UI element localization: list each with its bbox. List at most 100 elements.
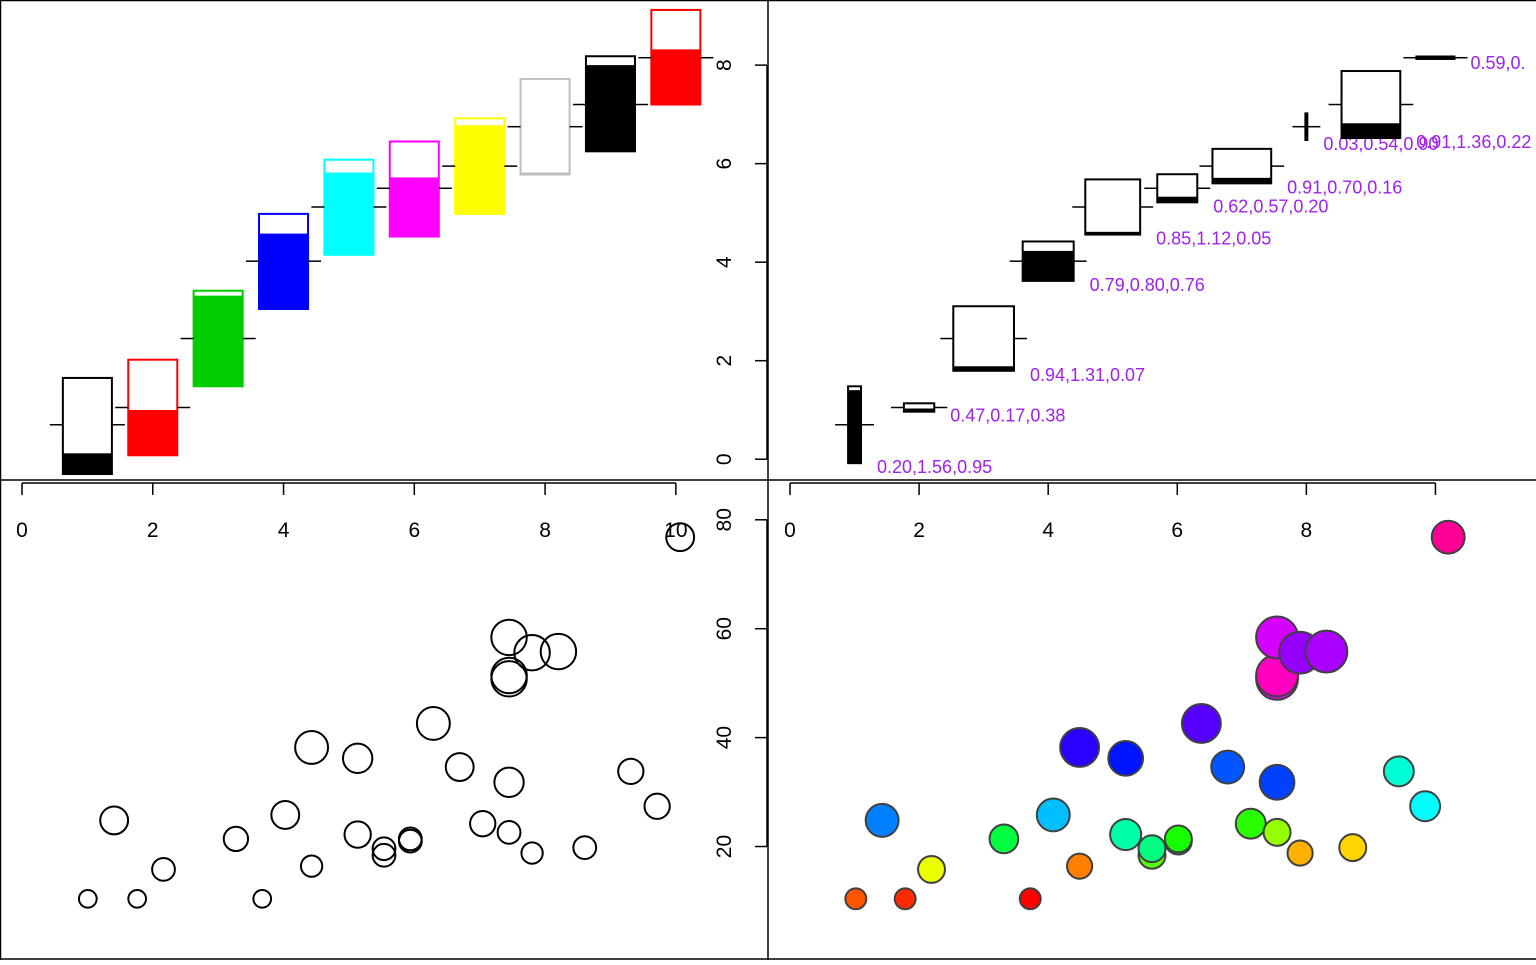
scatter-point [520,841,544,865]
thermometer-fill [1341,123,1401,139]
scatter-point [1107,739,1145,777]
x-tick-label: 4 [1042,519,1054,542]
scatter-point [617,757,645,786]
scatter-point [1409,790,1442,823]
scatter-point [270,800,301,830]
scatter-point [893,887,917,911]
y-tick-label: 4 [713,256,736,268]
scatter-point [99,805,130,836]
scatter-point [917,854,946,884]
scatter-point [1338,833,1368,863]
panel-bottom-left [77,522,696,909]
thermometer-fill [1022,250,1074,281]
scatter-point [1258,763,1296,801]
y-tick-label: 2 [713,355,736,367]
thermometer-fill [128,409,178,456]
thermometer-fill [455,125,505,214]
scatter-point [1180,703,1222,744]
x-tick-label: 2 [147,519,159,542]
x-tick-label: 6 [408,519,420,542]
scatter-point [1018,887,1042,911]
data-label: 0.62,0.57,0.20 [1213,196,1328,216]
y-tick-label: 8 [713,59,736,71]
scatter-point [539,632,578,671]
x-tick-label: 0 [16,519,28,542]
thermometer-fill [62,453,112,474]
panel-top-right: 0.20,1.56,0.95 0.47,0.17,0.38 0.94,1.31,0.… [784,53,1531,542]
data-label: 0.20,1.56,0.95 [877,457,992,477]
data-label: 0.79,0.80,0.76 [1090,275,1205,295]
scatter-point [222,825,250,853]
scatter-point [1262,817,1292,847]
thermometer-fill [1157,196,1198,203]
scatter-point [415,706,451,741]
scatter-point [469,810,497,838]
scatter-point [665,522,696,553]
scatter-point [1137,834,1167,864]
thermometer-fill [1416,56,1455,59]
scatter-point [252,888,273,909]
thermometer-fill [1212,177,1272,184]
scatter-point [844,887,868,911]
data-label: 0.59,0. [1470,53,1525,73]
thermometer-fill [193,295,243,387]
x-tick-label: 2 [913,519,925,542]
data-label: 0.85,1.12,0.05 [1156,229,1271,249]
thermometer-fill [585,65,635,152]
scatter-point [643,792,671,820]
thermometer-fill [903,408,935,412]
scatter-point [496,819,522,845]
thermometer-fill [651,49,701,105]
thermometer-fill [1085,231,1141,235]
scatter-point [1382,755,1415,788]
data-label: 0.47,0.17,0.38 [950,406,1065,426]
thermometer-outline [61,376,113,475]
scatter-point [1109,817,1143,852]
thermometer-fill [848,390,861,464]
data-label: 0.91,0.70,0.16 [1287,177,1402,197]
panel-top-left: 0 2 4 6 8 10 0 2 4 6 8 [16,8,768,542]
scatter-point [1163,824,1193,854]
thermometer-outline [1304,112,1309,141]
scatter-point [444,752,475,782]
y-tick-label: 40 [713,726,736,749]
scatter-point [77,888,98,909]
scatter-point [1066,852,1094,880]
scatter-point [299,854,324,878]
thermometer-fill [259,233,309,309]
x-tick-label: 10 [664,519,687,542]
y-tick-label: 0 [713,453,736,465]
scatter-point [572,835,598,861]
thermometer-fill [324,172,374,255]
data-label: 0.91,1.36,0.22 [1416,132,1531,152]
scatter-point [127,888,148,909]
y-tick-label: 6 [713,158,736,170]
scatter-point [1286,839,1314,867]
scatter-point [371,842,397,868]
scatter-point [1430,519,1466,555]
y-tick-label: 60 [713,617,736,640]
scatter-point [1210,749,1246,785]
x-tick-label: 8 [1301,519,1313,542]
thermometer-outline [952,305,1015,372]
scatter-point [151,857,176,882]
x-tick-label: 0 [784,519,796,542]
thermometer-fill [389,177,439,237]
thermometer-outline [519,77,571,176]
scatter-point [341,742,374,774]
scatter-point [343,820,372,849]
scatter-point [490,656,528,695]
scatter-point [397,826,423,852]
scatter-point [397,828,423,854]
thermometer-outline [1084,178,1142,236]
scatter-point [864,802,900,838]
scatter-point [493,766,525,798]
scatter-point [988,823,1020,855]
thermometer-fill [953,366,1014,371]
x-tick-label: 8 [539,519,551,542]
data-label: 0.94,1.31,0.07 [1030,365,1145,385]
scatter-point [1059,726,1101,768]
